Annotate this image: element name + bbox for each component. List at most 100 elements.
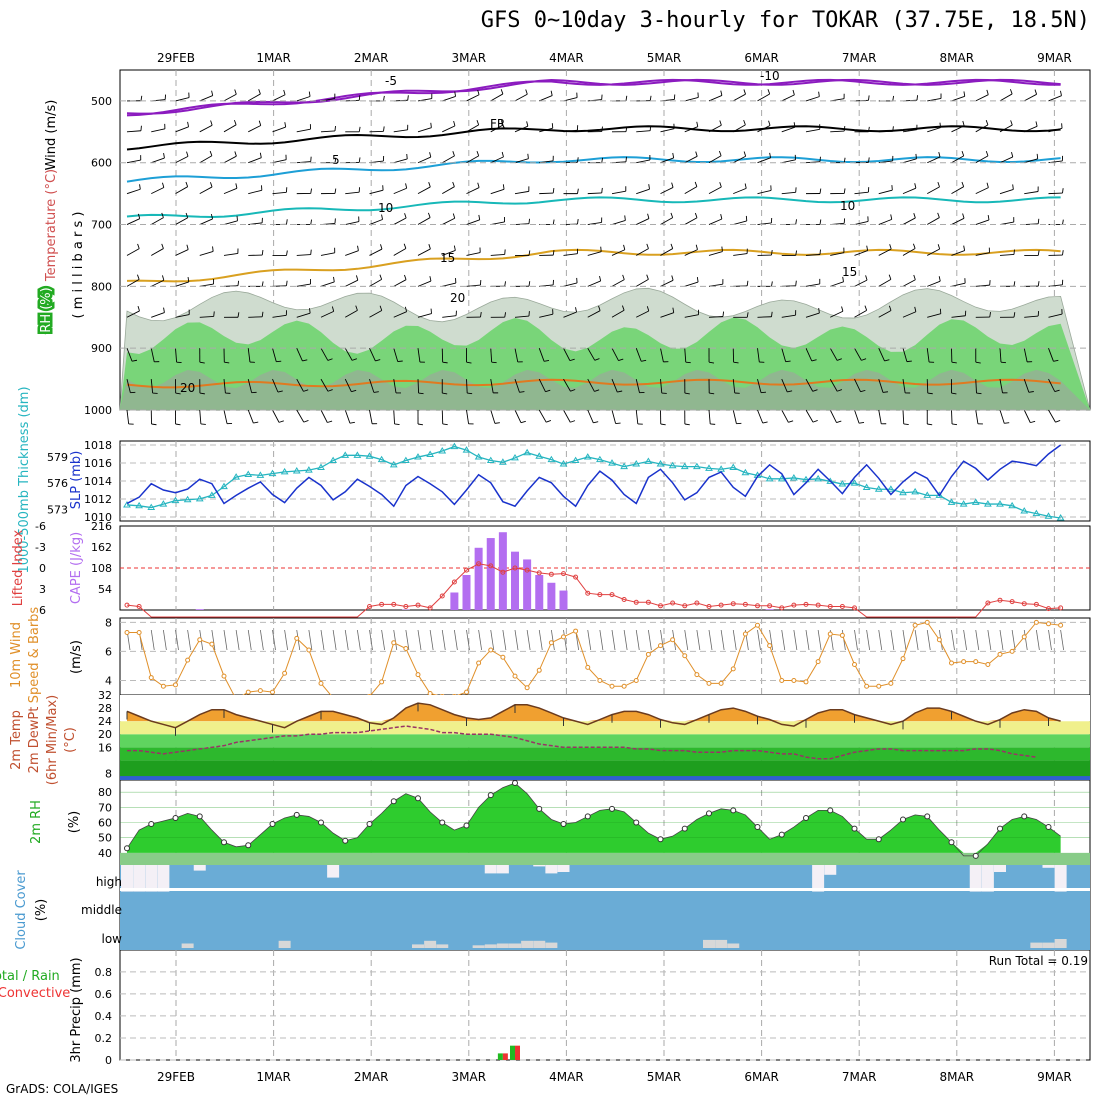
wind-barb	[951, 217, 965, 225]
cloud-fill	[120, 865, 1090, 950]
wind-barb	[587, 378, 595, 392]
thickness-point	[353, 451, 362, 458]
wind-speed-point	[294, 635, 300, 641]
surface-wind-barb	[356, 629, 361, 651]
wind-barb-feather	[670, 212, 674, 218]
wind-speed-point	[791, 677, 797, 683]
wind-speed-point	[488, 647, 494, 653]
thickness-point	[401, 456, 410, 464]
wind-barb	[999, 124, 1013, 133]
temp-freeze-band	[120, 776, 1090, 780]
wind-barb	[805, 378, 814, 392]
wind-barb	[466, 94, 480, 102]
thickness-point	[220, 482, 228, 490]
contour-label: -5	[385, 74, 397, 88]
y-label-temp: 2m Temp	[9, 710, 24, 770]
wind-barb-feather	[302, 359, 308, 362]
wind-barb-feather	[500, 120, 504, 126]
wind-barb-feather	[594, 358, 600, 361]
wind-barb-feather	[575, 307, 577, 313]
wind-barb-feather	[986, 89, 989, 95]
wind-barb	[563, 253, 578, 256]
cloud-low-bar	[521, 940, 534, 948]
wind-barb-feather	[625, 126, 628, 132]
y-tick-precip: 0.6	[95, 988, 113, 1001]
wind-barb-feather	[743, 89, 746, 95]
wind-barb-feather	[672, 152, 675, 158]
wind-barb-feather	[916, 95, 919, 101]
y-label-precip-conv: Convective	[0, 986, 70, 1001]
surface-wind-barb	[1060, 629, 1065, 651]
cape-bar	[765, 609, 774, 610]
cape-bar	[462, 575, 471, 610]
wind-barb	[539, 192, 554, 195]
wind-barb-feather	[284, 122, 287, 128]
cloud-low-bar	[1030, 942, 1043, 948]
wind-barb	[708, 409, 711, 424]
thickness-point	[147, 503, 156, 511]
cloud-high-bar	[557, 865, 570, 872]
wind-barb	[151, 128, 166, 133]
y-tick-temp: 16	[98, 741, 112, 754]
rh-point	[366, 821, 373, 828]
rh-point	[778, 831, 785, 838]
surface-wind-barb	[878, 629, 883, 651]
wind-barb-feather	[903, 423, 909, 426]
wind-barb	[684, 126, 698, 133]
surface-wind-barb	[441, 629, 446, 651]
lifted-point	[742, 601, 748, 607]
wind-barb	[1024, 93, 1037, 102]
wind-barb-feather	[404, 274, 407, 280]
wind-barb-feather	[261, 249, 264, 256]
wind-barb-feather	[175, 392, 181, 395]
wind-barb	[975, 252, 990, 256]
wind-barb	[466, 252, 481, 256]
wind-barb-feather	[161, 212, 164, 218]
wind-barb-feather	[1037, 250, 1040, 256]
surface-wind-barb	[502, 629, 507, 651]
wind-barb-feather	[1011, 151, 1014, 158]
wind-speed-point	[621, 683, 627, 689]
thickness-point	[232, 473, 241, 480]
wind-barb-feather	[237, 312, 240, 318]
isotherm-line	[126, 125, 1061, 151]
surface-wind-barb	[187, 629, 192, 651]
wind-barb-feather	[695, 151, 698, 157]
wind-barb	[563, 378, 571, 392]
wind-barb	[538, 378, 546, 392]
surface-wind-barb	[429, 629, 434, 651]
wind-barb-feather	[1062, 219, 1064, 225]
cloud-high-bar	[484, 865, 497, 874]
wind-barb-feather	[253, 421, 259, 424]
wind-barb-feather	[962, 120, 965, 126]
rh-dark-region	[120, 369, 1090, 410]
surface-wind-barb	[1011, 629, 1016, 651]
wind-barb	[417, 127, 432, 133]
thickness-point	[244, 470, 253, 477]
date-tick-top: 4MAR	[549, 51, 584, 65]
wind-barb	[878, 218, 892, 225]
lifted-point	[403, 604, 409, 609]
wind-barb-feather	[1055, 420, 1061, 423]
wind-barb	[344, 409, 351, 424]
wind-barb	[563, 347, 571, 361]
y-label-cloud-unit: (%)	[34, 899, 49, 922]
wind-barb-feather	[379, 305, 383, 311]
wind-barb-feather	[771, 311, 773, 317]
surface-wind-barb	[284, 629, 289, 651]
wind-barb-feather	[792, 89, 795, 95]
thickness-point	[874, 485, 883, 492]
wind-barb-feather	[428, 244, 431, 250]
wind-barb-feather	[1037, 281, 1040, 287]
thickness-point	[947, 498, 956, 505]
wind-barb-feather	[888, 274, 892, 280]
wind-barb-feather	[477, 182, 480, 188]
thickness-point	[692, 462, 701, 470]
y-tick-wind: 6	[105, 645, 112, 658]
wind-barb-feather	[476, 150, 480, 156]
wind-barb-feather	[708, 361, 715, 364]
wind-barb	[223, 155, 237, 164]
wind-barb-feather	[769, 152, 772, 158]
surface-wind-barb	[599, 629, 604, 651]
